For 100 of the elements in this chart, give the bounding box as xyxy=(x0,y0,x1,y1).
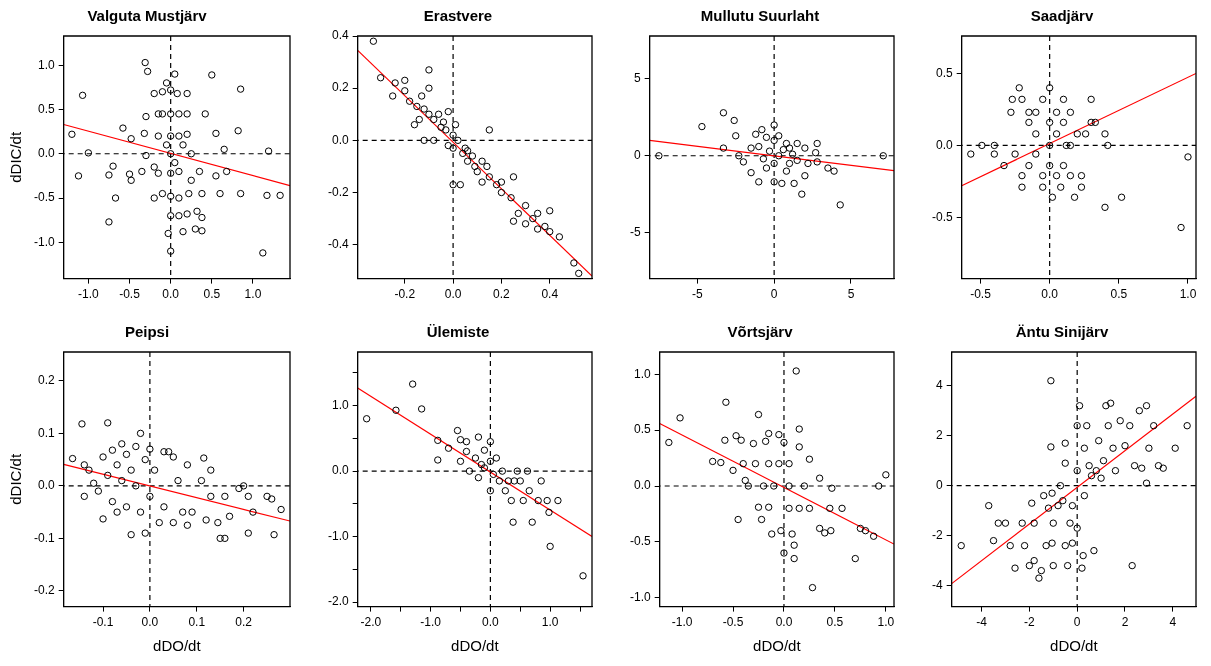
y-tick-label: 0 xyxy=(633,148,641,163)
y-tick-label: 0.5 xyxy=(633,422,651,437)
point xyxy=(785,159,794,168)
point xyxy=(202,516,210,524)
point xyxy=(113,461,121,469)
point xyxy=(118,476,126,485)
point xyxy=(1045,118,1054,127)
point xyxy=(449,180,457,189)
point xyxy=(534,496,542,505)
point xyxy=(533,209,542,218)
chart-title: Äntu Sinijärv xyxy=(1015,323,1109,341)
point xyxy=(824,164,832,172)
point xyxy=(875,482,883,490)
point xyxy=(169,518,178,527)
point xyxy=(442,126,450,134)
point xyxy=(468,152,477,160)
x-tick-label: 0.0 xyxy=(775,615,793,630)
point xyxy=(444,444,453,452)
point xyxy=(813,139,821,148)
point xyxy=(765,147,774,155)
x-axis-title: dDO/dt xyxy=(753,637,802,655)
point xyxy=(401,76,409,85)
point xyxy=(805,504,814,513)
point xyxy=(782,139,791,148)
point xyxy=(415,115,423,124)
x-tick-label: -1.0 xyxy=(78,287,100,302)
point xyxy=(1059,118,1068,127)
point xyxy=(1032,130,1040,138)
point xyxy=(755,178,763,186)
y-tick-label: -2 xyxy=(932,527,943,542)
point xyxy=(1052,130,1061,138)
point xyxy=(978,141,986,150)
point xyxy=(430,115,438,124)
point xyxy=(80,492,88,501)
point xyxy=(801,172,809,180)
point xyxy=(207,492,215,501)
point xyxy=(99,453,107,461)
point xyxy=(113,508,121,516)
x-tick-label: -1.0 xyxy=(420,615,442,630)
point xyxy=(717,458,725,467)
point xyxy=(461,144,469,152)
point xyxy=(790,541,798,549)
point xyxy=(207,466,215,474)
point xyxy=(420,136,428,145)
point xyxy=(764,429,773,438)
point xyxy=(127,530,135,539)
point xyxy=(507,194,515,202)
point xyxy=(1087,95,1095,104)
point xyxy=(785,144,794,152)
point xyxy=(967,150,975,158)
point xyxy=(263,492,271,501)
point xyxy=(749,439,758,448)
x-tick-label: -0.1 xyxy=(92,615,114,630)
point xyxy=(169,453,178,461)
chart-title: Mullutu Suurlaht xyxy=(700,7,820,25)
point xyxy=(775,132,783,140)
point xyxy=(507,496,515,505)
point xyxy=(495,477,504,485)
point xyxy=(179,508,187,516)
point xyxy=(729,466,737,475)
point xyxy=(465,467,474,475)
point xyxy=(118,440,126,448)
point xyxy=(747,168,755,177)
point xyxy=(225,512,234,521)
point xyxy=(1015,84,1023,92)
point xyxy=(425,84,433,92)
point xyxy=(1007,108,1015,117)
point xyxy=(474,473,483,482)
point xyxy=(89,479,98,487)
x-tick-label: 0.0 xyxy=(162,287,180,302)
point xyxy=(879,152,887,160)
point xyxy=(780,549,788,557)
point xyxy=(1039,171,1047,180)
point xyxy=(471,454,480,462)
point xyxy=(804,159,812,168)
point xyxy=(277,505,285,514)
chart-title: Võrtsjärv xyxy=(727,323,794,341)
point xyxy=(762,133,771,142)
x-tick-label: -2.0 xyxy=(360,615,382,630)
point xyxy=(268,495,276,503)
point xyxy=(216,534,224,543)
point xyxy=(408,380,417,388)
point xyxy=(828,484,836,492)
point xyxy=(521,201,530,210)
x-axis-title: dDO/dt xyxy=(451,637,500,655)
point xyxy=(150,466,159,474)
point xyxy=(183,521,192,529)
point xyxy=(478,178,486,186)
y-tick-label: -1.0 xyxy=(33,234,55,249)
point xyxy=(514,209,523,218)
y-tick-label: 1.0 xyxy=(331,397,349,412)
point xyxy=(537,477,545,485)
point xyxy=(498,467,507,475)
point xyxy=(747,144,755,152)
point xyxy=(155,518,163,527)
point xyxy=(761,437,770,446)
point xyxy=(249,508,257,516)
point xyxy=(509,173,518,181)
point xyxy=(758,125,766,134)
y-tick-label: -0.2 xyxy=(33,583,55,598)
